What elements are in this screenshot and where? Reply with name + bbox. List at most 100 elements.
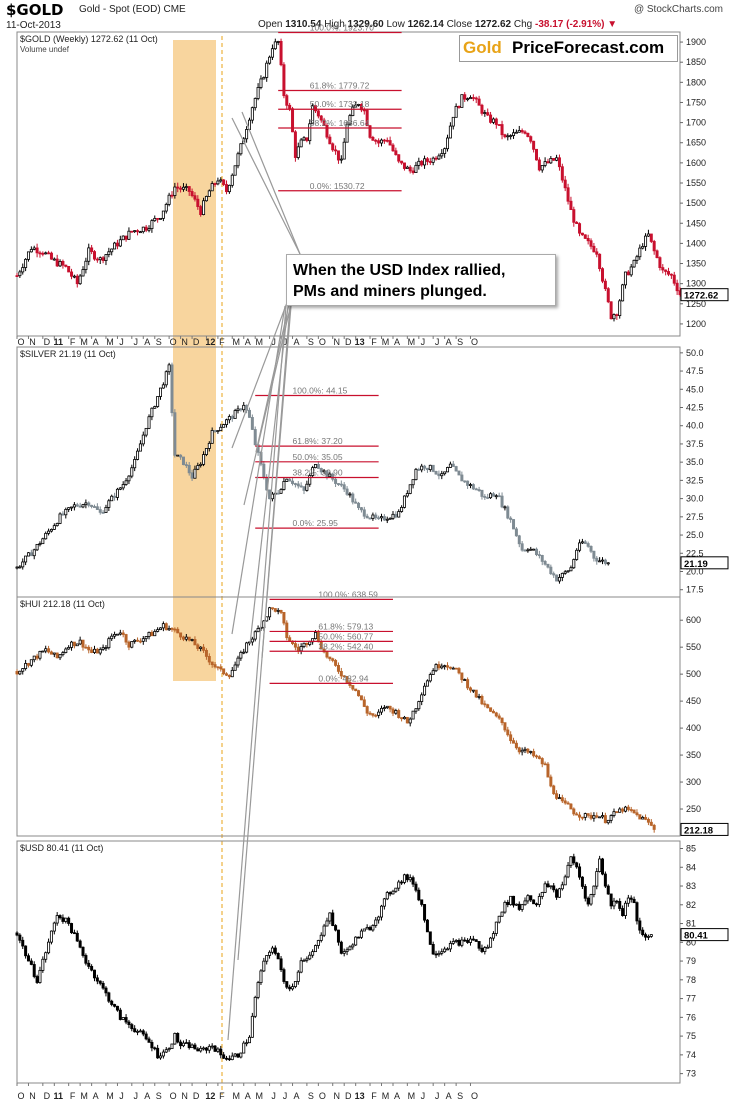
candle-body [84, 260, 88, 270]
candle-body [61, 917, 65, 922]
candle-body [509, 895, 513, 906]
candle-body [141, 434, 145, 445]
candle-body [423, 904, 427, 921]
candle-body [491, 710, 495, 714]
candle-body [156, 629, 160, 632]
candle-body [342, 951, 346, 954]
candle-body [589, 894, 593, 905]
candle-body [179, 187, 183, 190]
candle-body [199, 206, 203, 215]
candle-body [288, 637, 292, 642]
candle-body [202, 1047, 206, 1050]
candle-body [342, 484, 346, 490]
candle-body [118, 487, 122, 490]
candle-body [127, 230, 131, 240]
y-tick-label: 76 [686, 1012, 696, 1022]
candle-body [268, 951, 272, 956]
candle-body [357, 690, 361, 697]
candle-body [161, 210, 165, 219]
candle-body [207, 656, 211, 663]
candle-body [589, 814, 593, 819]
chart-date: 11-Oct-2013 [6, 20, 61, 31]
x-axis-label: J [421, 337, 426, 347]
candle-body [150, 631, 154, 637]
candle-body [276, 609, 280, 612]
candle-body [302, 486, 306, 491]
candle-body [374, 919, 378, 926]
candle-body [336, 150, 340, 161]
candle-body [141, 1030, 145, 1035]
candle-body [98, 648, 102, 654]
x-axis-label: N [29, 337, 36, 347]
candle-body [90, 247, 94, 252]
candle-body [477, 489, 481, 491]
candle-body [451, 463, 455, 467]
candle-body [595, 815, 599, 818]
candle-body [58, 915, 62, 919]
candle-body [377, 711, 381, 716]
candle-body [250, 107, 254, 121]
candle-body [466, 98, 470, 101]
y-tick-label: 20.0 [686, 566, 704, 576]
candle-body [127, 1021, 131, 1025]
candle-body [391, 708, 395, 714]
candle-body [202, 454, 206, 465]
candle-body [72, 932, 76, 935]
candle-body [181, 456, 185, 466]
candle-body [227, 416, 231, 421]
candle-body [526, 895, 530, 902]
x-axis-label: D [44, 337, 51, 347]
stockcharts-credit: @ StockCharts.com [633, 4, 723, 15]
candle-body [621, 284, 625, 302]
candle-body [440, 153, 444, 157]
y-tick-label: 1600 [686, 158, 706, 168]
candle-body [239, 408, 243, 411]
candle-body [572, 559, 576, 569]
candle-body [557, 577, 561, 582]
candle-body [204, 196, 208, 202]
candle-body [24, 258, 28, 268]
candle-body [75, 932, 79, 942]
candle-body [483, 112, 487, 114]
candle-body [41, 252, 45, 255]
candle-body [219, 179, 223, 182]
candle-body [374, 139, 378, 142]
candle-body [245, 1042, 249, 1045]
candle-body [362, 109, 366, 112]
candle-body [397, 154, 401, 162]
callout-pointer-line [231, 299, 289, 449]
candle-body [26, 955, 30, 962]
candle-body [540, 165, 544, 171]
candle-body [179, 1041, 183, 1047]
candle-body [196, 465, 200, 470]
candle-body [313, 632, 317, 640]
candle-body [431, 944, 435, 955]
candle-body [35, 247, 39, 254]
candle-body [457, 940, 461, 946]
candle-body [489, 707, 493, 712]
candle-body [434, 471, 438, 475]
candle-body [124, 235, 128, 240]
callout-pointer-line [227, 305, 287, 1041]
candle-body [101, 982, 105, 989]
candle-body [308, 123, 312, 142]
candle-body [153, 631, 157, 637]
candle-body [176, 628, 180, 634]
y-tick-label: 17.5 [686, 585, 704, 595]
candle-body [339, 670, 343, 677]
candle-body [288, 986, 292, 990]
candle-body [560, 166, 564, 181]
candle-body [443, 148, 447, 154]
goldpriceforecast-logo: Gold PriceForecast.com [459, 35, 678, 62]
candle-body [202, 646, 206, 651]
candle-body [95, 258, 99, 261]
candle-body [141, 638, 145, 642]
candle-body [646, 233, 650, 237]
candle-body [434, 157, 438, 160]
candle-body [199, 463, 203, 466]
candle-body [336, 483, 340, 485]
callout-line-2: PMs and miners plunged. [293, 283, 487, 300]
candle-body [302, 137, 306, 141]
candle-body [92, 648, 96, 653]
candle-body [227, 184, 231, 193]
